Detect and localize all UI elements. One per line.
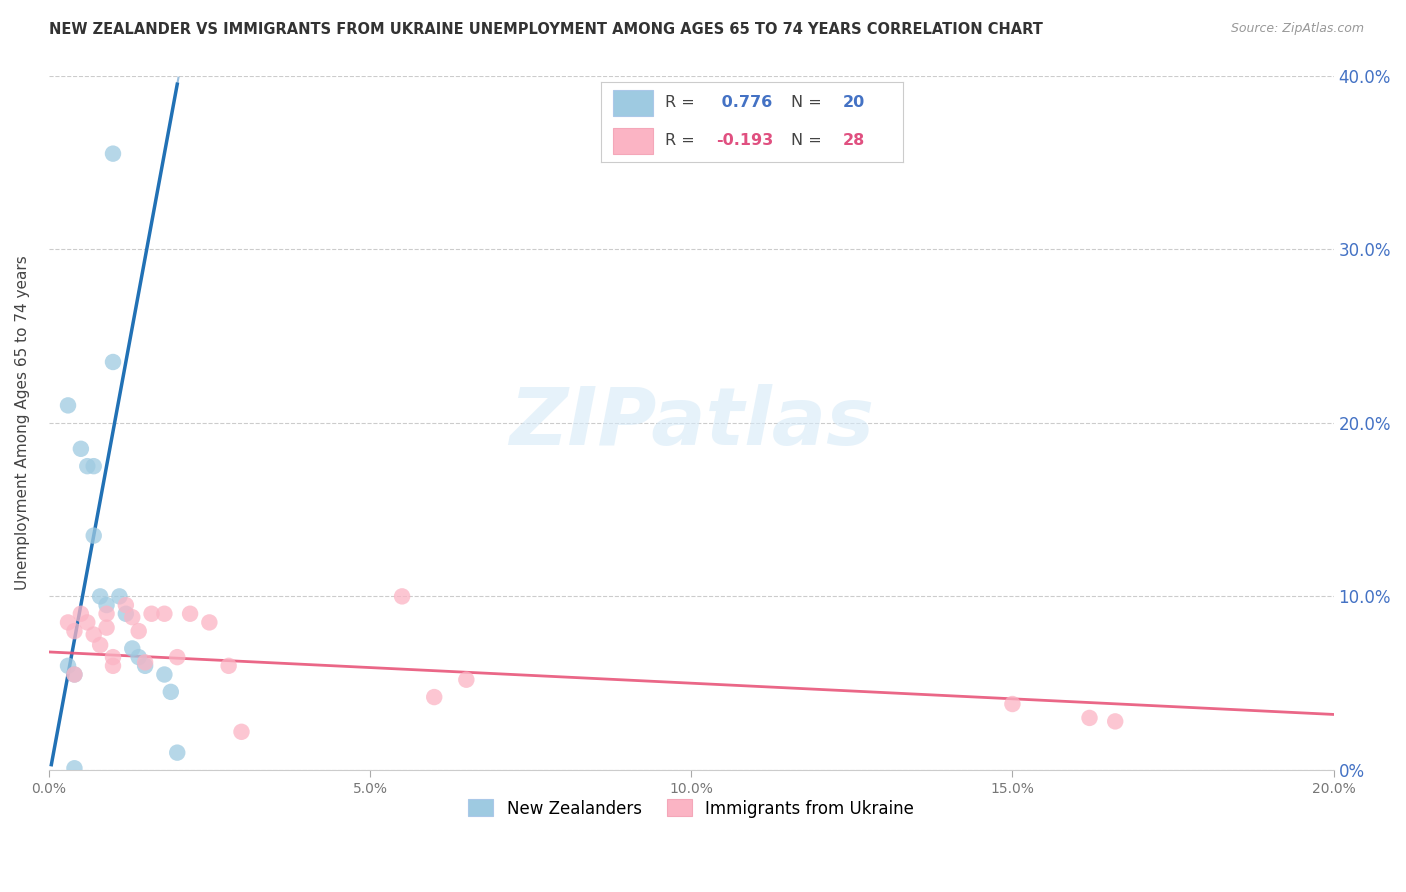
Point <box>108 590 131 604</box>
Point <box>70 442 93 456</box>
Point <box>121 641 143 656</box>
Point <box>89 638 111 652</box>
Point <box>166 650 188 665</box>
Point <box>159 685 181 699</box>
Point <box>218 658 240 673</box>
Point <box>101 355 124 369</box>
Text: ZIPatlas: ZIPatlas <box>509 384 873 462</box>
Point <box>101 146 124 161</box>
Point <box>231 724 253 739</box>
Point <box>89 590 111 604</box>
Point <box>153 607 176 621</box>
Point <box>121 610 143 624</box>
Point <box>76 615 98 630</box>
Point <box>96 598 118 612</box>
Point <box>70 607 93 621</box>
Point <box>1078 711 1101 725</box>
Point <box>115 598 138 612</box>
Point <box>56 615 79 630</box>
Point <box>63 761 86 775</box>
Point <box>76 459 98 474</box>
Point <box>179 607 201 621</box>
Point <box>101 650 124 665</box>
Point <box>391 590 413 604</box>
Point <box>63 667 86 681</box>
Point <box>128 624 150 639</box>
Point <box>134 658 156 673</box>
Point <box>456 673 478 687</box>
Point <box>83 528 105 542</box>
Text: Source: ZipAtlas.com: Source: ZipAtlas.com <box>1230 22 1364 36</box>
Point <box>128 650 150 665</box>
Point <box>115 607 138 621</box>
Y-axis label: Unemployment Among Ages 65 to 74 years: Unemployment Among Ages 65 to 74 years <box>15 255 30 591</box>
Legend: New Zealanders, Immigrants from Ukraine: New Zealanders, Immigrants from Ukraine <box>461 793 921 824</box>
Point <box>101 658 124 673</box>
Point <box>56 398 79 412</box>
Point <box>83 459 105 474</box>
Point <box>166 746 188 760</box>
Point <box>96 607 118 621</box>
Point <box>83 627 105 641</box>
Point <box>63 667 86 681</box>
Point <box>1001 697 1024 711</box>
Point <box>1104 714 1126 729</box>
Point <box>423 690 446 704</box>
Point <box>141 607 163 621</box>
Point <box>198 615 221 630</box>
Text: NEW ZEALANDER VS IMMIGRANTS FROM UKRAINE UNEMPLOYMENT AMONG AGES 65 TO 74 YEARS : NEW ZEALANDER VS IMMIGRANTS FROM UKRAINE… <box>49 22 1043 37</box>
Point <box>96 621 118 635</box>
Point <box>63 624 86 639</box>
Point <box>153 667 176 681</box>
Point <box>56 658 79 673</box>
Point <box>134 656 156 670</box>
